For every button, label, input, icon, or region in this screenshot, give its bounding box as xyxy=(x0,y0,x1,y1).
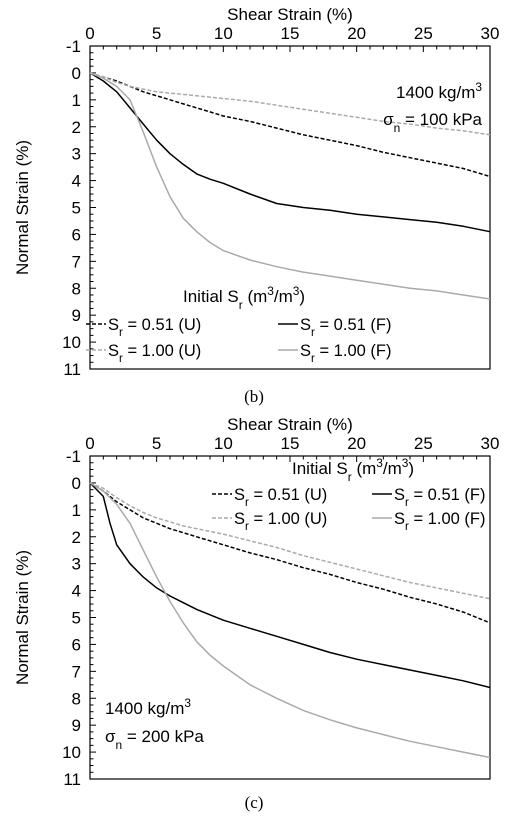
legend-title: Initial Sr (m3/m3) xyxy=(292,456,414,484)
series-line-3 xyxy=(89,72,491,136)
x-tick-label: 10 xyxy=(214,434,233,453)
y-tick-label: 6 xyxy=(72,225,81,244)
y-axis-title: Normal Strain (%) xyxy=(13,140,32,275)
annotation-normal-stress: σn = 100 kPa xyxy=(383,110,482,135)
x-tick-label: 15 xyxy=(281,24,300,43)
series-line-4 xyxy=(89,72,491,300)
y-tick-label: 1 xyxy=(72,501,81,520)
y-tick-label: 1 xyxy=(72,91,81,110)
y-tick-label: 9 xyxy=(72,716,81,735)
panel-label: (c) xyxy=(245,793,264,812)
annotation-density: 1400 kg/m3 xyxy=(105,696,191,718)
y-tick-label: 2 xyxy=(72,118,81,137)
y-tick-label: -1 xyxy=(66,447,81,466)
x-tick-label: 10 xyxy=(214,24,233,43)
legend-label: Sr = 1.00 (F) xyxy=(300,342,391,365)
series-line-1 xyxy=(89,72,491,178)
y-tick-label: 8 xyxy=(72,689,81,708)
series-line-2 xyxy=(89,482,491,689)
annotation-normal-stress: σn = 200 kPa xyxy=(105,727,204,752)
panel-label: (b) xyxy=(244,387,264,406)
y-tick-label: 7 xyxy=(72,252,81,271)
y-tick-label: 3 xyxy=(72,555,81,574)
y-tick-label: 4 xyxy=(72,582,81,601)
x-tick-label: 0 xyxy=(85,24,94,43)
x-tick-label: 20 xyxy=(347,24,366,43)
y-tick-label: 5 xyxy=(72,199,81,218)
y-tick-label: 7 xyxy=(72,662,81,681)
y-tick-label: 10 xyxy=(62,333,81,352)
y-tick-label: 9 xyxy=(72,306,81,325)
y-tick-label: 11 xyxy=(63,360,81,379)
y-tick-label: 6 xyxy=(72,635,81,654)
x-tick-label: 0 xyxy=(85,434,94,453)
legend-label: Sr = 1.00 (F) xyxy=(394,510,485,533)
x-tick-label: 5 xyxy=(152,24,161,43)
series-line-2 xyxy=(89,72,491,233)
y-tick-label: 0 xyxy=(72,64,81,83)
x-tick-label: 30 xyxy=(481,24,500,43)
legend-label: Sr = 0.51 (F) xyxy=(300,316,391,339)
y-tick-label: 5 xyxy=(72,609,81,628)
y-tick-label: 0 xyxy=(72,474,81,493)
y-tick-label: 10 xyxy=(62,743,81,762)
y-tick-label: 8 xyxy=(72,279,81,298)
series-line-3 xyxy=(89,482,491,600)
legend-label: Sr = 0.51 (U) xyxy=(234,486,327,509)
legend-label: Sr = 0.51 (U) xyxy=(108,316,201,339)
x-tick-label: 15 xyxy=(281,434,300,453)
y-axis-title: Normal Strain (%) xyxy=(13,550,32,685)
x-tick-label: 25 xyxy=(414,434,433,453)
x-tick-label: 25 xyxy=(414,24,433,43)
legend-label: Sr = 1.00 (U) xyxy=(234,510,327,533)
y-tick-label: 3 xyxy=(72,145,81,164)
y-tick-label: 4 xyxy=(72,172,81,191)
x-axis-title: Shear Strain (%) xyxy=(227,415,353,434)
annotation-density: 1400 kg/m3 xyxy=(396,80,482,102)
y-tick-label: 11 xyxy=(63,770,81,789)
x-tick-label: 5 xyxy=(152,434,161,453)
legend-label: Sr = 1.00 (U) xyxy=(108,342,201,365)
series-line-4 xyxy=(89,482,491,759)
x-tick-label: 30 xyxy=(481,434,500,453)
series-line-1 xyxy=(89,482,491,624)
x-axis-title: Shear Strain (%) xyxy=(227,5,353,24)
y-tick-label: 2 xyxy=(72,528,81,547)
legend-label: Sr = 0.51 (F) xyxy=(394,486,485,509)
legend-title: Initial Sr (m3/m3) xyxy=(183,284,305,312)
y-tick-label: -1 xyxy=(66,37,81,56)
x-tick-label: 20 xyxy=(347,434,366,453)
